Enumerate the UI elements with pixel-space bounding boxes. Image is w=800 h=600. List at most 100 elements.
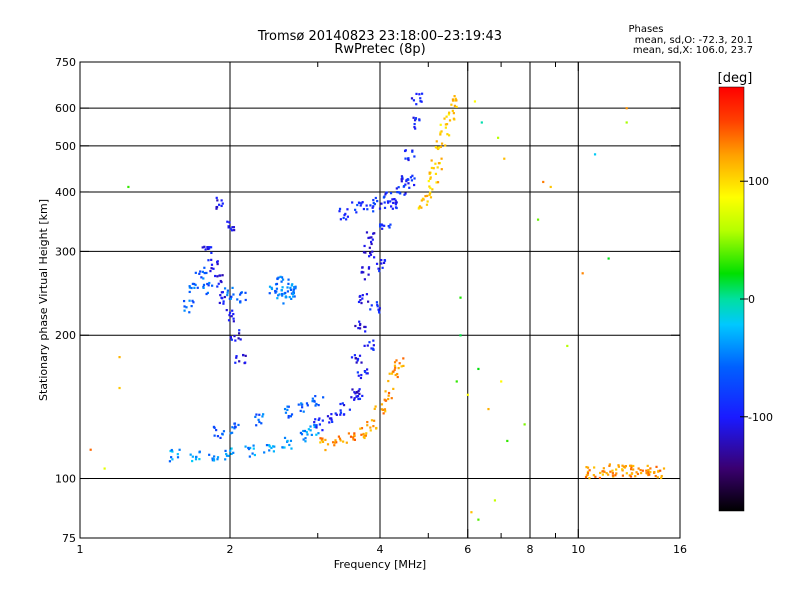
data-point xyxy=(223,295,226,299)
data-point xyxy=(411,150,414,153)
data-point xyxy=(426,200,429,203)
data-point xyxy=(118,356,121,359)
data-point xyxy=(660,474,663,478)
data-point xyxy=(230,452,233,456)
data-point xyxy=(252,444,255,447)
data-point xyxy=(659,469,662,472)
data-point xyxy=(413,119,417,122)
data-point xyxy=(191,299,194,302)
data-point xyxy=(339,402,342,406)
data-point xyxy=(360,361,363,364)
data-point xyxy=(629,475,633,478)
data-point xyxy=(273,445,276,448)
data-point xyxy=(338,207,342,210)
data-point xyxy=(331,441,335,444)
data-point xyxy=(232,293,235,296)
data-point xyxy=(656,476,659,479)
data-point xyxy=(188,299,191,302)
data-point xyxy=(191,459,194,463)
data-point xyxy=(284,295,287,298)
data-point xyxy=(353,434,356,437)
data-point xyxy=(369,308,372,311)
data-point xyxy=(189,453,192,456)
data-point xyxy=(210,251,213,255)
data-point xyxy=(388,226,391,229)
data-point xyxy=(318,423,321,426)
data-point xyxy=(289,415,293,418)
data-point xyxy=(440,142,444,145)
data-point xyxy=(225,452,228,456)
data-point xyxy=(350,396,353,399)
data-point xyxy=(221,297,224,300)
data-point xyxy=(410,97,414,100)
data-point xyxy=(370,419,374,422)
data-point xyxy=(375,427,378,430)
data-point xyxy=(304,440,307,443)
data-point xyxy=(377,308,380,311)
data-point xyxy=(233,422,236,425)
data-point xyxy=(208,246,211,249)
data-point xyxy=(226,294,229,297)
data-point xyxy=(335,441,338,444)
data-point xyxy=(355,390,358,394)
data-point xyxy=(404,149,407,152)
data-point xyxy=(361,294,364,297)
data-point xyxy=(384,390,387,393)
data-point xyxy=(317,418,320,421)
data-point xyxy=(279,275,282,278)
data-point xyxy=(224,449,227,452)
data-point xyxy=(232,226,236,229)
data-point xyxy=(451,99,455,102)
data-point xyxy=(427,179,430,183)
data-point xyxy=(321,439,324,442)
data-point xyxy=(236,298,239,301)
data-point xyxy=(221,274,224,277)
data-point xyxy=(356,359,359,362)
data-point xyxy=(299,409,302,413)
data-point xyxy=(315,424,318,427)
data-point xyxy=(317,432,320,435)
data-point xyxy=(267,444,271,447)
data-point xyxy=(235,355,238,358)
data-point xyxy=(293,286,296,289)
data-point xyxy=(369,253,373,256)
data-point xyxy=(313,423,316,427)
data-point xyxy=(434,146,437,149)
data-point xyxy=(359,294,362,298)
data-point xyxy=(365,368,369,371)
data-point xyxy=(350,356,354,359)
data-point xyxy=(361,297,364,300)
data-point xyxy=(629,464,632,467)
data-point xyxy=(477,367,480,371)
data-point xyxy=(404,192,407,195)
data-point xyxy=(221,202,224,205)
data-point xyxy=(233,427,236,430)
data-point xyxy=(220,199,223,202)
data-point xyxy=(317,403,320,407)
data-point xyxy=(171,458,174,461)
data-point xyxy=(234,361,237,364)
data-point xyxy=(395,187,398,190)
data-point xyxy=(602,470,605,473)
data-point xyxy=(339,218,342,221)
data-point xyxy=(356,203,359,207)
data-point xyxy=(453,118,456,121)
data-point xyxy=(647,469,650,472)
data-point xyxy=(581,272,584,275)
data-point xyxy=(311,400,314,403)
data-point xyxy=(330,413,333,416)
data-point xyxy=(440,157,443,160)
data-point xyxy=(413,177,416,180)
data-point xyxy=(413,122,416,126)
data-point xyxy=(407,182,410,185)
data-point xyxy=(300,403,303,406)
data-point xyxy=(311,397,314,400)
data-point xyxy=(434,172,438,175)
data-point xyxy=(359,299,362,302)
data-point xyxy=(382,261,386,265)
data-point xyxy=(200,276,203,279)
data-point xyxy=(649,470,652,474)
data-point xyxy=(89,448,92,451)
data-point xyxy=(443,117,446,120)
data-point xyxy=(454,97,457,100)
